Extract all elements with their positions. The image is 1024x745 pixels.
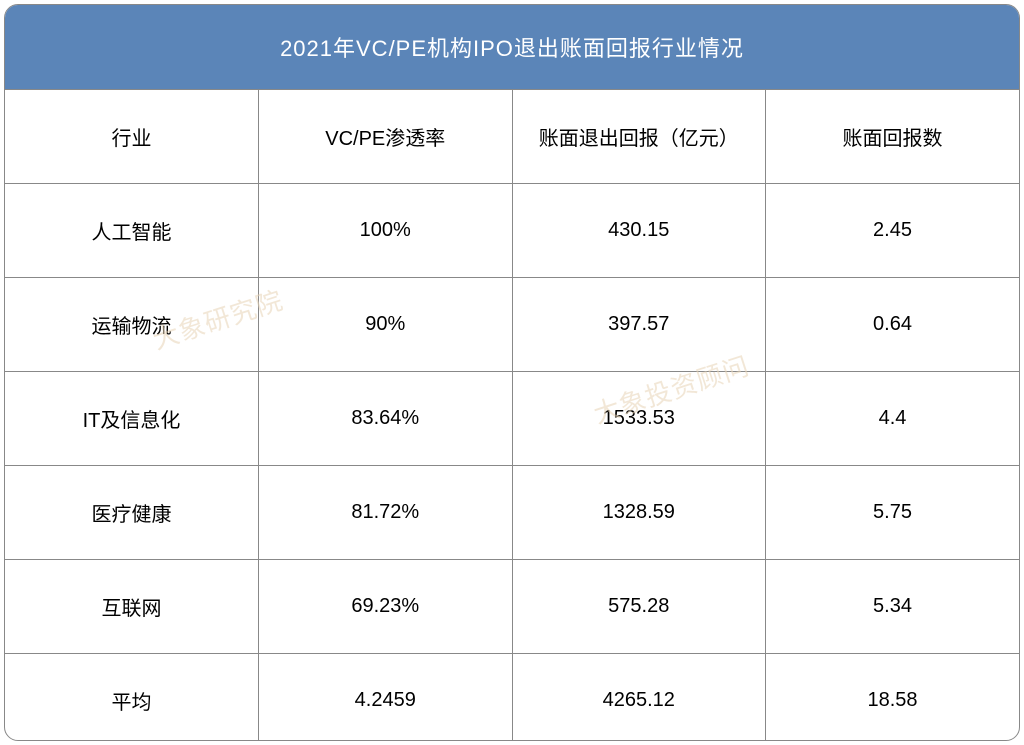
cell-industry: 医疗健康 bbox=[5, 465, 259, 559]
cell-return-multiple: 2.45 bbox=[766, 183, 1020, 277]
table-row: 医疗健康 81.72% 1328.59 5.75 bbox=[5, 465, 1019, 559]
table-title: 2021年VC/PE机构IPO退出账面回报行业情况 bbox=[5, 5, 1019, 89]
cell-exit-return: 4265.12 bbox=[512, 653, 766, 741]
col-header-penetration: VC/PE渗透率 bbox=[259, 89, 513, 183]
cell-penetration: 90% bbox=[259, 277, 513, 371]
header-row: 行业 VC/PE渗透率 账面退出回报（亿元） 账面回报数 bbox=[5, 89, 1019, 183]
title-row: 2021年VC/PE机构IPO退出账面回报行业情况 bbox=[5, 5, 1019, 89]
cell-return-multiple: 5.75 bbox=[766, 465, 1020, 559]
cell-industry: 人工智能 bbox=[5, 183, 259, 277]
cell-return-multiple: 0.64 bbox=[766, 277, 1020, 371]
col-header-return-multiple: 账面回报数 bbox=[766, 89, 1020, 183]
col-header-exit-return: 账面退出回报（亿元） bbox=[512, 89, 766, 183]
cell-industry: IT及信息化 bbox=[5, 371, 259, 465]
cell-exit-return: 575.28 bbox=[512, 559, 766, 653]
cell-exit-return: 430.15 bbox=[512, 183, 766, 277]
cell-return-multiple: 5.34 bbox=[766, 559, 1020, 653]
cell-penetration: 4.2459 bbox=[259, 653, 513, 741]
cell-exit-return: 1328.59 bbox=[512, 465, 766, 559]
cell-exit-return: 397.57 bbox=[512, 277, 766, 371]
cell-industry: 平均 bbox=[5, 653, 259, 741]
cell-return-multiple: 18.58 bbox=[766, 653, 1020, 741]
cell-penetration: 69.23% bbox=[259, 559, 513, 653]
table-row: IT及信息化 83.64% 1533.53 4.4 bbox=[5, 371, 1019, 465]
cell-exit-return: 1533.53 bbox=[512, 371, 766, 465]
table-container: 2021年VC/PE机构IPO退出账面回报行业情况 行业 VC/PE渗透率 账面… bbox=[4, 4, 1020, 741]
cell-penetration: 100% bbox=[259, 183, 513, 277]
cell-industry: 运输物流 bbox=[5, 277, 259, 371]
cell-industry: 互联网 bbox=[5, 559, 259, 653]
table-row: 平均 4.2459 4265.12 18.58 bbox=[5, 653, 1019, 741]
table-row: 互联网 69.23% 575.28 5.34 bbox=[5, 559, 1019, 653]
table-row: 人工智能 100% 430.15 2.45 bbox=[5, 183, 1019, 277]
cell-penetration: 83.64% bbox=[259, 371, 513, 465]
cell-penetration: 81.72% bbox=[259, 465, 513, 559]
ipo-return-table: 2021年VC/PE机构IPO退出账面回报行业情况 行业 VC/PE渗透率 账面… bbox=[5, 5, 1019, 741]
cell-return-multiple: 4.4 bbox=[766, 371, 1020, 465]
col-header-industry: 行业 bbox=[5, 89, 259, 183]
table-row: 运输物流 90% 397.57 0.64 bbox=[5, 277, 1019, 371]
